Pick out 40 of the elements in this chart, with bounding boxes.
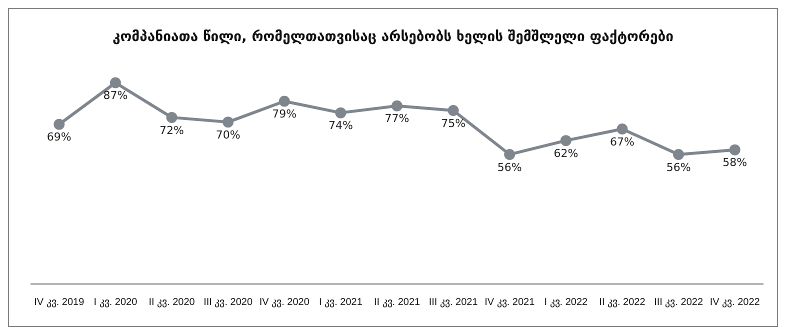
point	[222, 116, 234, 128]
x-tick-label: IV კვ. 2021	[484, 296, 536, 308]
data-label: 75%	[441, 116, 466, 130]
point	[392, 100, 402, 112]
x-tick-label: II კვ. 2020	[148, 296, 196, 308]
data-label: 58%	[722, 156, 748, 170]
x-tick-label: II კვ. 2022	[599, 296, 646, 308]
data-label: 87%	[103, 89, 128, 102]
point	[673, 148, 684, 160]
point	[110, 77, 121, 88]
point	[504, 148, 516, 160]
x-tick-label: II კვ. 2021	[374, 296, 421, 308]
data-label: 70%	[216, 128, 240, 142]
data-label: 62%	[554, 146, 578, 160]
x-tick-label: III კვ. 2022	[654, 296, 704, 308]
data-label: 72%	[160, 124, 184, 137]
point	[166, 112, 178, 123]
x-tick-label: I კვ. 2021	[319, 296, 363, 308]
x-tick-label: III კვ. 2021	[428, 296, 478, 308]
point	[448, 105, 459, 116]
data-label: 79%	[272, 108, 297, 121]
chart-title: კომპანიათა წილი, რომელთათვისაც არსებობს ხელის შემშლელი ფაქტორები	[112, 29, 674, 46]
point	[54, 118, 65, 130]
data-label: 67%	[610, 135, 634, 148]
point	[560, 135, 572, 146]
x-tick-label: I კვ. 2020	[94, 296, 138, 308]
point	[616, 124, 628, 135]
x-tick-label: IV კვ. 2019	[34, 296, 85, 308]
data-label: 74%	[328, 119, 353, 132]
point	[729, 144, 740, 156]
data-label: 56%	[497, 160, 522, 174]
point	[278, 96, 290, 107]
point	[335, 107, 346, 118]
x-tick-label: IV კვ. 2022	[710, 296, 760, 308]
x-tick-label: I კვ. 2022	[544, 296, 588, 308]
data-label: 77%	[384, 112, 410, 126]
data-label: 69%	[46, 130, 72, 144]
x-tick-label: III კვ. 2020	[204, 296, 253, 308]
data-label: 56%	[666, 160, 691, 174]
x-tick-label: IV კვ. 2020	[259, 296, 310, 308]
